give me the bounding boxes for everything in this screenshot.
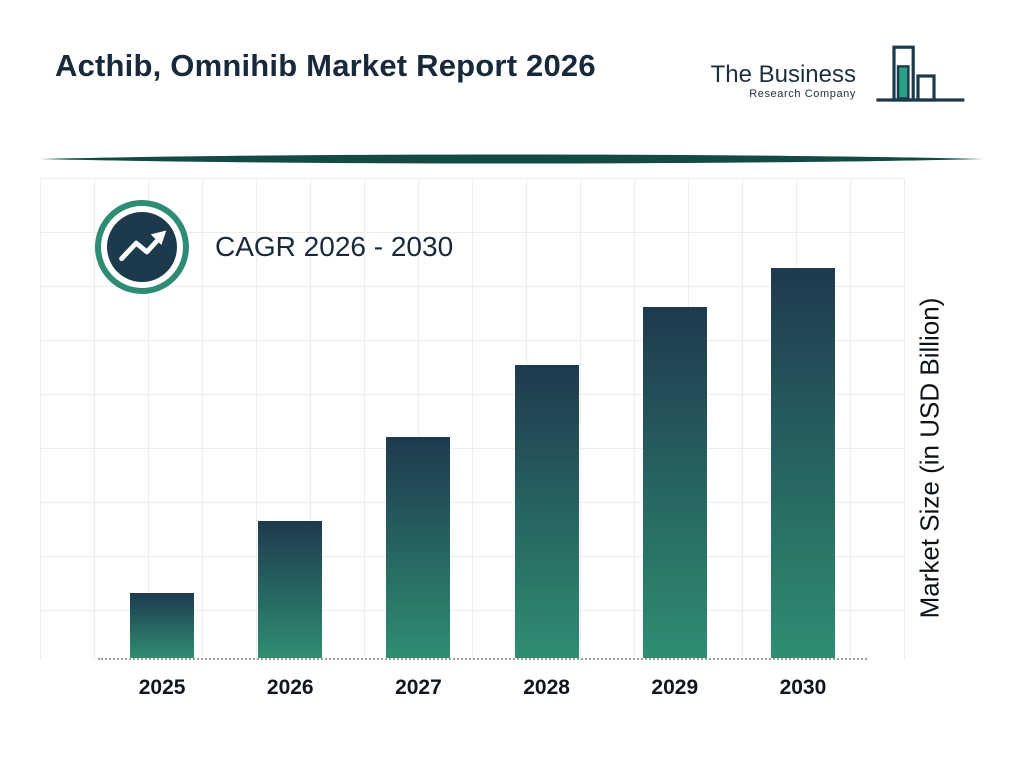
bar-slot [226,521,354,658]
bar-slot [483,365,611,658]
trend-up-icon [107,212,177,282]
bar-slot [98,593,226,658]
logo-name: The Business [710,61,856,88]
report-title: Acthib, Omnihib Market Report 2026 [55,48,596,83]
bar-2026 [258,521,323,658]
bar-slot [739,268,867,658]
logo-text: The Business Research Company [711,62,856,100]
bar-2029 [642,307,707,658]
company-logo: The Business Research Company [711,36,966,120]
x-tick-2026: 2026 [266,676,314,699]
bars [98,178,867,660]
cagr-ring [95,200,189,294]
bar-2030 [770,268,835,658]
x-axis-labels: 2025 2026 2027 2028 2029 2030 [98,676,867,700]
logo-subname: Research Company [749,88,856,101]
y-axis-label: Market Size (in USD Billion) [914,297,945,619]
x-tick-2029: 2029 [651,676,699,699]
x-tick-2030: 2030 [779,676,827,699]
x-tick-2028: 2028 [523,676,570,699]
bar-2027 [386,437,451,658]
logo-bars-icon [876,45,965,102]
cagr-label: CAGR 2026 - 2030 [215,231,454,262]
bar-2025 [130,593,195,658]
bar-slot [354,437,482,658]
divider-line [40,154,984,164]
cagr-badge: CAGR 2026 - 2030 [95,200,453,294]
x-tick-2027: 2027 [395,676,442,699]
bar-2028 [514,365,579,658]
bar-slot [611,307,739,658]
x-tick-2025: 2025 [138,676,186,699]
